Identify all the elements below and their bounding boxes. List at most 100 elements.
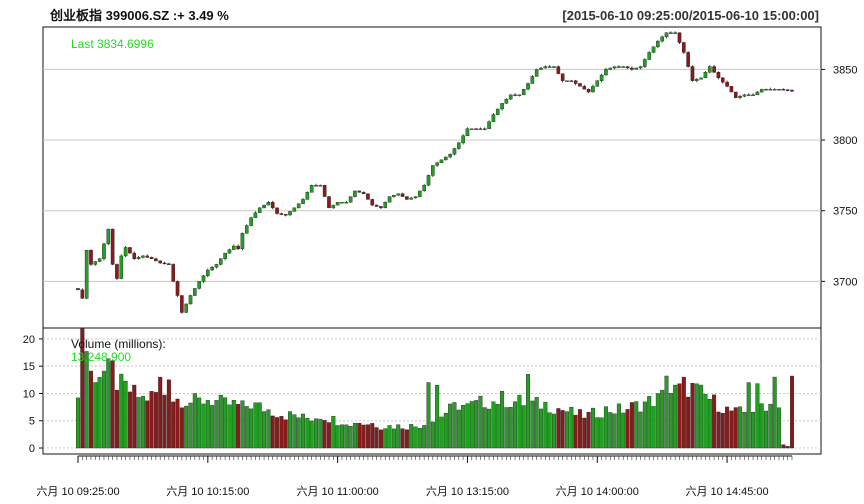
volume-bar [162, 394, 167, 449]
candle-body [474, 128, 478, 130]
volume-bar [660, 389, 665, 449]
candle-body [301, 199, 305, 204]
candle-body [772, 88, 777, 91]
volume-bar [521, 405, 526, 449]
candle-body [452, 148, 457, 155]
volume-bar [573, 414, 578, 449]
candle-body [768, 88, 773, 91]
candle-body [361, 192, 366, 194]
volume-bar [443, 413, 448, 449]
volume-bar [93, 382, 98, 449]
volume-bar [153, 392, 158, 449]
candle-body [500, 103, 504, 110]
volume-bar [785, 446, 790, 449]
candle-body [461, 135, 465, 144]
volume-bar [465, 403, 470, 449]
volume-bar [564, 411, 569, 449]
candle-body [582, 86, 587, 90]
candle-body [296, 203, 301, 209]
x-axis: 六月 10 09:25:00 六月 10 10:15:00 六月 10 11:00:… [36, 455, 793, 498]
candle-body [366, 193, 370, 200]
volume-bar [374, 427, 379, 449]
candle-body [370, 199, 375, 206]
volume-bar [513, 401, 518, 449]
volume-bar [729, 410, 734, 449]
candle-body [149, 257, 154, 259]
candle-body [435, 162, 439, 166]
volume-bar [764, 410, 769, 449]
candle-body [777, 88, 781, 91]
volume-bar [171, 401, 176, 449]
volume-bar [595, 417, 600, 449]
candle-body [439, 159, 444, 163]
volume-bar [292, 414, 297, 449]
volume-bar [210, 405, 215, 449]
volume-bar [404, 429, 409, 449]
candle-body [383, 202, 388, 209]
candle-body [521, 88, 526, 96]
volume-bar [712, 394, 717, 449]
candle-body [175, 281, 180, 296]
candle-body [106, 228, 111, 245]
volume-bar [275, 417, 280, 449]
volume-bar [534, 397, 539, 449]
candle-body [686, 52, 690, 67]
candle-body [682, 42, 686, 53]
volume-bar [119, 373, 124, 449]
candle-body [755, 91, 760, 96]
candle-body [513, 94, 517, 97]
candle-body [396, 193, 401, 196]
volume-bar [664, 375, 669, 449]
candle-body [119, 255, 124, 279]
volume-bar [396, 424, 401, 449]
volume-bar [357, 422, 362, 449]
x-tick-label: 六月 10 09:25:00 [36, 485, 119, 498]
candle-body [630, 67, 634, 70]
volume-bar [681, 376, 686, 449]
volume-bar [751, 411, 756, 449]
candle-body [270, 202, 275, 209]
x-tick-label: 六月 10 14:45:00 [686, 485, 769, 498]
candle-body [733, 91, 738, 98]
volume-bar [668, 393, 673, 449]
candle-body [664, 32, 669, 38]
candle-body [257, 207, 262, 214]
candle-body [543, 66, 548, 69]
volume-bar [742, 412, 747, 449]
volume-bar [84, 351, 89, 449]
volume-bar [352, 423, 357, 449]
candle-body [643, 59, 647, 67]
x-tick-label: 六月 10 10:15:00 [166, 485, 249, 498]
volume-bar [642, 401, 647, 449]
candle-body [495, 108, 500, 115]
volume-bar [322, 420, 327, 449]
volume-bar [733, 407, 738, 449]
candle-body [180, 295, 184, 313]
candle-body [93, 261, 98, 265]
volume-bar [638, 411, 643, 449]
volume-bar [746, 382, 751, 449]
volume-bar [673, 384, 678, 449]
candle-body [729, 86, 734, 93]
volume-bar [703, 394, 708, 449]
price-y-tick-label: 3750 [833, 206, 857, 218]
volume-bar [344, 424, 349, 449]
candle-body [759, 88, 764, 93]
volume-bar [616, 403, 621, 449]
candle-body [457, 142, 461, 149]
candle-body [197, 281, 201, 289]
volume-bar [305, 418, 310, 449]
volume-bar [452, 402, 457, 449]
candle-body [80, 289, 85, 299]
volume-bar [335, 425, 340, 449]
volume-bar [725, 406, 730, 449]
candle-body [262, 204, 266, 209]
volume-bar [590, 407, 595, 449]
volume-bar [88, 370, 93, 449]
candle-body [487, 121, 491, 129]
volume-bar [634, 401, 639, 449]
volume-bar [417, 428, 422, 449]
volume-bar [759, 403, 764, 449]
volume-bar [348, 425, 353, 449]
candle-body [288, 211, 292, 216]
